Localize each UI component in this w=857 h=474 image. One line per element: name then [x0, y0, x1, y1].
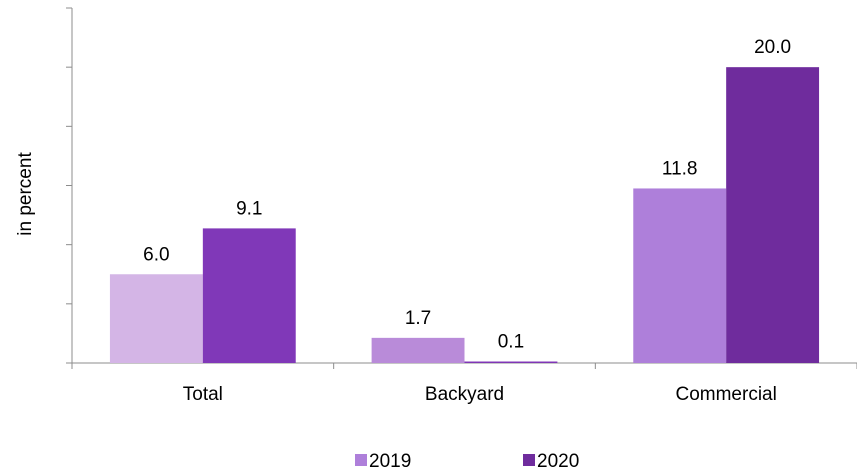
legend-label: 2019 — [369, 451, 411, 472]
bar-2019-total — [109, 274, 203, 363]
legend: 2019 2020 — [355, 451, 579, 472]
x-tick-label: Commercial — [675, 384, 776, 405]
value-label: 9.1 — [236, 198, 262, 219]
bar-2019-commercial — [633, 188, 727, 363]
x-tick-label: Total — [183, 384, 223, 405]
value-label: 1.7 — [405, 308, 431, 329]
value-label: 11.8 — [662, 158, 698, 179]
value-labels: 6.0 9.1 1.7 0.1 11.8 20.0 — [143, 37, 791, 352]
bar-2019-backyard — [371, 337, 465, 363]
value-label: 0.1 — [498, 332, 524, 353]
legend-swatch — [355, 454, 367, 466]
bar-2020-backyard — [464, 361, 558, 363]
legend-label: 2020 — [537, 451, 579, 472]
x-tick-label: Backyard — [425, 384, 504, 405]
bar-2020-commercial — [726, 67, 820, 364]
bar-2020-total — [202, 228, 296, 363]
value-label: 20.0 — [754, 37, 791, 58]
legend-swatch — [523, 454, 535, 466]
bars — [109, 67, 820, 364]
value-label: 6.0 — [143, 244, 169, 265]
category-labels: Total Backyard Commercial — [183, 384, 777, 405]
y-axis-label: in percent — [15, 152, 36, 236]
